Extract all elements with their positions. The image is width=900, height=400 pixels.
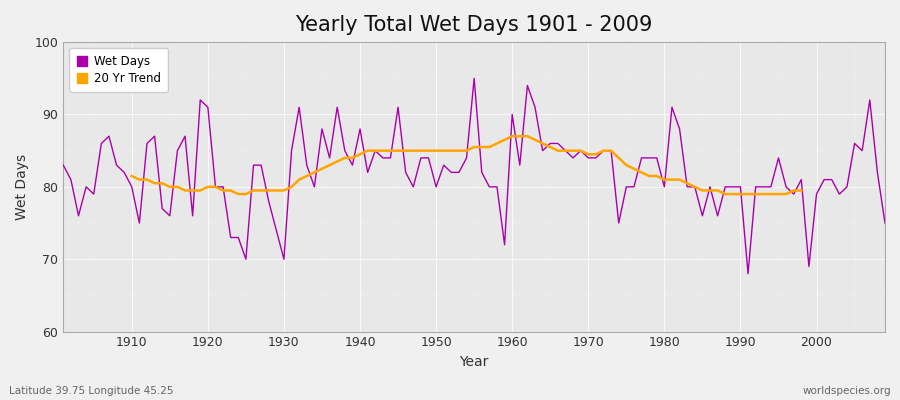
Text: worldspecies.org: worldspecies.org [803, 386, 891, 396]
X-axis label: Year: Year [460, 355, 489, 369]
Legend: Wet Days, 20 Yr Trend: Wet Days, 20 Yr Trend [69, 48, 168, 92]
Y-axis label: Wet Days: Wet Days [15, 154, 29, 220]
Title: Yearly Total Wet Days 1901 - 2009: Yearly Total Wet Days 1901 - 2009 [295, 15, 652, 35]
Text: Latitude 39.75 Longitude 45.25: Latitude 39.75 Longitude 45.25 [9, 386, 174, 396]
